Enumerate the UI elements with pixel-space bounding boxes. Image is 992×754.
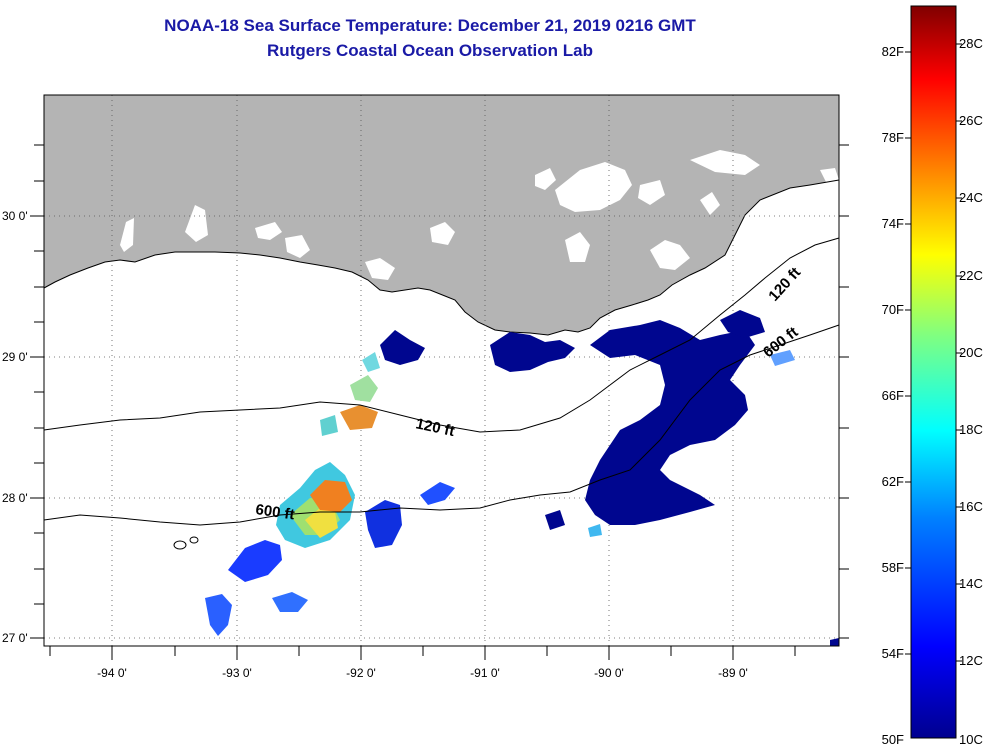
sst-patch-blue — [228, 540, 282, 582]
sst-patch-yellow — [305, 508, 338, 538]
lake-white — [690, 150, 760, 175]
lake-white — [700, 192, 720, 215]
contour-120ft — [43, 237, 840, 433]
lon-label: -90 0' — [594, 666, 624, 680]
sst-patch-blue — [272, 592, 308, 612]
colorbar-c-label: 18C — [959, 422, 983, 437]
coastline — [43, 179, 840, 336]
contour-label: 600 ft — [254, 501, 295, 523]
bathymetry-contours — [43, 237, 840, 550]
colorbar-c-label: 22C — [959, 268, 983, 283]
contour-600ft — [43, 324, 840, 526]
colorbar-f-label: 66F — [882, 388, 904, 403]
colorbar-f-label: 70F — [882, 302, 904, 317]
lat-label: 30 0' — [2, 209, 28, 223]
lon-label: -91 0' — [470, 666, 500, 680]
map-subtitle: Rutgers Coastal Ocean Observation Lab — [267, 41, 593, 60]
lon-label: -89 0' — [718, 666, 748, 680]
colorbar-f-label: 54F — [882, 646, 904, 661]
lake-white — [535, 168, 556, 190]
colorbar-c-label: 24C — [959, 190, 983, 205]
lake-white — [555, 162, 632, 212]
lake-white — [820, 168, 839, 182]
sst-patch-cold — [545, 510, 565, 530]
lake-white — [285, 235, 310, 258]
lake-white — [120, 218, 134, 252]
sst-data — [205, 310, 839, 646]
lat-label: 29 0' — [2, 350, 28, 364]
colorbar-f-label: 82F — [882, 44, 904, 59]
sst-patch-orange — [310, 480, 352, 512]
sst-patch-green — [350, 375, 378, 402]
colorbar-c-label: 10C — [959, 732, 983, 747]
axis-ticks — [30, 144, 849, 660]
sst-patch-blue — [365, 500, 402, 548]
colorbar-c-label: 28C — [959, 36, 983, 51]
lake-white — [638, 180, 665, 205]
sst-patch-blue — [420, 482, 455, 505]
colorbar-f-label: 50F — [882, 732, 904, 747]
sst-patch-cold — [490, 332, 575, 372]
sst-patch-cold — [585, 320, 755, 525]
sst-patch-cyan — [770, 350, 795, 366]
lon-label: -94 0' — [97, 666, 127, 680]
sst-patch-cyan — [588, 524, 602, 537]
land-mass — [44, 95, 839, 335]
sst-patch-cold — [380, 330, 425, 365]
sst-patch-cold — [720, 310, 765, 338]
sst-patch-cold — [830, 638, 839, 646]
colorbar-f-label: 74F — [882, 216, 904, 231]
colorbar-c-label: 14C — [959, 576, 983, 591]
map-border — [43, 94, 840, 647]
colorbar-c-label: 26C — [959, 113, 983, 128]
lake-white — [430, 222, 455, 245]
sst-patch-cyan — [362, 352, 380, 372]
lake-white — [185, 205, 208, 242]
lon-label: -92 0' — [346, 666, 376, 680]
sst-patch-cyan — [320, 415, 338, 436]
lake-white — [365, 258, 395, 280]
sst-patch-cold — [700, 385, 740, 415]
colorbar-f-label: 78F — [882, 130, 904, 145]
lat-label: 28 0' — [2, 491, 28, 505]
colorbar-c-label: 12C — [959, 653, 983, 668]
sst-patch-orange — [340, 405, 378, 430]
sst-patch-blue — [205, 594, 232, 636]
lake-white — [255, 222, 282, 240]
colorbar-c-label: 16C — [959, 499, 983, 514]
lon-label: -93 0' — [222, 666, 252, 680]
lake-white — [650, 240, 690, 270]
colorbar-f-label: 62F — [882, 474, 904, 489]
colorbar-c-label: 20C — [959, 345, 983, 360]
colorbar-f-label: 58F — [882, 560, 904, 575]
colorbar — [910, 5, 957, 739]
lake-white — [565, 232, 590, 262]
lat-label: 27 0' — [2, 631, 28, 645]
map-title: NOAA-18 Sea Surface Temperature: Decembe… — [164, 16, 696, 35]
colorbar-ticks — [905, 43, 962, 662]
